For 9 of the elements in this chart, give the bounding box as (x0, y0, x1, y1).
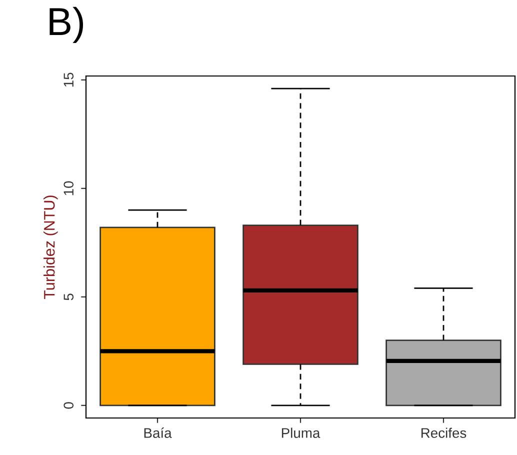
y-tick-label: 0 (64, 402, 74, 409)
x-tick-label: Recifes (421, 428, 466, 438)
y-tick-label: 5 (64, 294, 74, 300)
x-tick-label: Baía (144, 428, 172, 438)
y-axis-title: Turbidez (NTU) (44, 196, 58, 299)
chart-title: B) (50, 6, 84, 44)
y-tick-label: 10 (64, 181, 74, 196)
y-tick-label: 15 (64, 72, 74, 87)
x-tick-label: Pluma (282, 428, 320, 438)
